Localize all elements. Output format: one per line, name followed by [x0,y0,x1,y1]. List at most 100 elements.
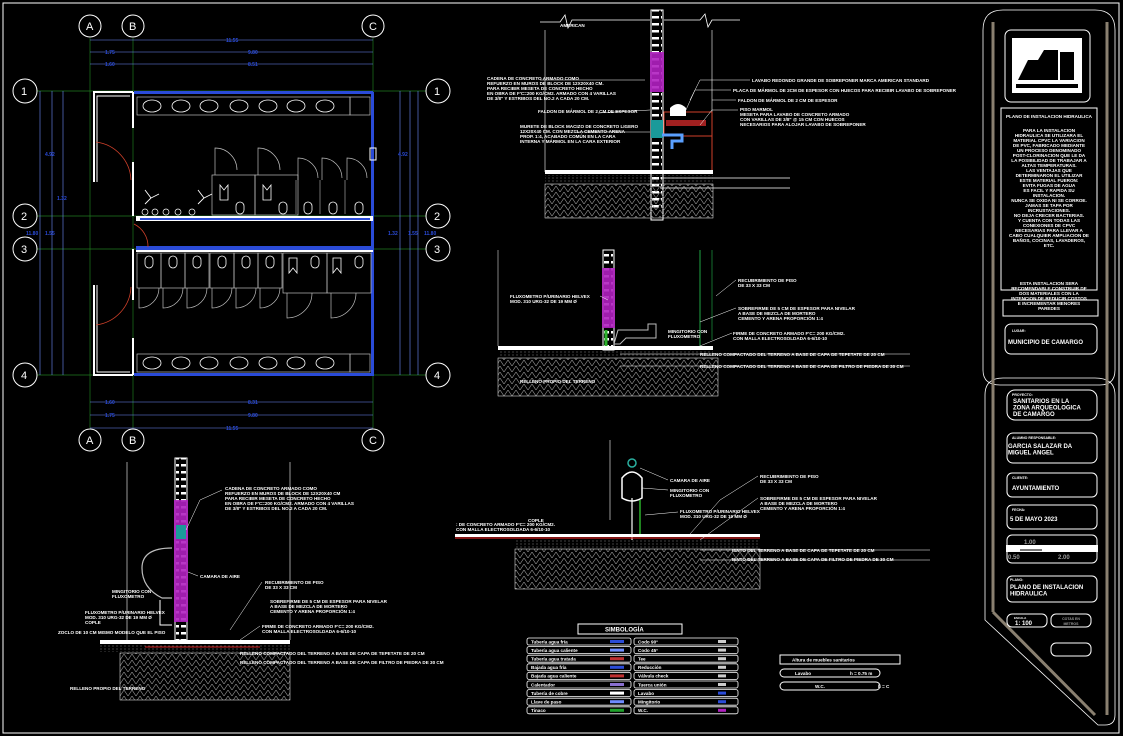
sink-icon [199,356,219,370]
note-line: FLUXOMETRO [112,594,145,599]
dim-top-bc: 9.80 [248,50,258,56]
legend-item: Mingitorio [633,697,739,706]
legend-item: Tubería agua fría [526,637,632,646]
note-relleno-tepetate: RELLENO COMPACTADO DEL TERRENO A BASE DE… [700,352,885,357]
note-line: NO DEJA CRECER BACTERIAS. [1014,213,1084,218]
note-line: SOBREFIRME DE 5 CM DE ESPESOR PARA NIVEL… [760,496,878,501]
note-line: A BASE DE MEZCLA DE MORTERO [270,604,348,609]
sink-icon [315,99,335,113]
urinal-icon [151,208,159,216]
heights-table: Altura de muebles sanitarios Lavabo h = … [779,654,901,691]
note-line: FLUXOMETRO [668,334,701,339]
label-american: AMERICAN [560,23,585,28]
dim-bottom-total: 11.55 [226,426,238,432]
note-line: RELLENO COMPACTADO DEL TERRENO A BASE DE… [240,660,444,665]
note-line: RELLENO PROPIO DEL TERRENO [520,379,596,384]
client-label: CLIENTE: [1012,476,1028,480]
legend-item: Válvula check [633,672,739,680]
legend-item: Codo 45° [633,646,739,654]
door-swing [259,287,281,309]
note-line: CABO CUALQUIER AMPLIACION DE [1009,233,1089,238]
grid-bubble-c-bottom: C [361,428,385,452]
note-line: POST-CLORINACION QUE LE DA [1013,153,1086,158]
note-line: RELLENO COMPACTADO DEL TERRENO A BASE DE… [700,364,904,369]
legend-label: Calentador [531,682,555,687]
note-line: EN OBRA DE F'C=200 KG/CM2. ARMADO CON 4 … [487,91,616,96]
date-label: FECHA: [1012,508,1025,512]
note-recubrimiento: RECUBRIMIENTO DE PISO DE 33 X 33 CM [265,580,324,590]
note-line: FIRME DE CONCRETO ARMADO F'C= 200 KG/CM2… [733,331,845,336]
note-zoclo: ZOCLO DE 10 CM MISMO MODELO QUE EL PISO [58,630,166,635]
note-line: NUNCA SE OXIDA NI SE CORROE. [1011,198,1086,203]
note-mingitorio: MINGITORIO CON FLUXOMETRO [668,329,708,339]
legend-symbol [610,691,624,695]
door-swing [286,292,313,319]
location-value: MUNICIPIO DE CAMARGO [1008,340,1083,346]
grab-bar-icon [262,183,272,201]
note-relleno-piedra: RELLENO COMPACTADO DEL TERRENO A BASE DE… [240,660,444,665]
svg-text:3: 3 [21,244,27,256]
door-swing [162,287,184,309]
note-line: EN OBRA DE F'C=200 KG/CM2. ARMADO CON 4 … [225,501,354,506]
legend-label: W.C. [638,708,648,713]
legend-symbol [610,657,624,661]
note-line: RECUBRIMIENTO DE PISO [738,278,797,283]
note-line: Y CUENTA CON TODAS LAS [1018,218,1080,223]
dim-right-total: 11.80 [424,231,436,237]
note-line: HIDRAULICA SE UTILIZARA EL [1015,133,1084,138]
legend-symbol [718,691,726,695]
toilet-icon [328,201,338,215]
grid-bubble-1-left: 1 [12,78,38,104]
note-line: CAMARA DE AIRE [200,574,240,579]
vanity-counter [136,353,351,373]
section-wc: FLUXOMETRO P/URINARIO HELVEX MOD. 310 URG… [497,249,910,397]
note-line: MIGUEL ANGEL [1008,451,1054,457]
stall [160,252,186,289]
legend-item: Tubería agua tratada [526,654,632,663]
note-line: RECUBRIMIENTO DE PISO [760,474,819,479]
note-line: E INCREMENTAR MENORES [1018,301,1080,306]
note-mingitorio: MINGITORIO CON FLUXOMETRO [670,488,710,498]
note-line: MINGITORIO CON [670,488,710,493]
section-mingitorio-left: CADENA DE CONCRETO ARMADO COMO REFUERZO E… [58,457,444,701]
note-cadena: CADENA DE CONCRETO ARMADO COMO REFUERZO E… [225,486,354,511]
legend-item: W.C. [633,706,739,715]
door-swing [257,147,281,175]
grab-bar-icon [332,257,342,275]
date-value: 5 DE MAYO 2023 [1010,517,1058,523]
grid-bubble-c-top: C [361,14,385,38]
legend-label: Llave de paso [531,700,562,705]
sink-icon [171,99,191,113]
toilet-icon [217,255,227,269]
note-line: DE 33 X 33 CM [760,479,792,484]
legend-label: Tubería agua caliente [531,648,578,653]
urinal-fixture [141,547,173,599]
units-note: COTAS EN METROS [1062,617,1080,626]
svg-text:4: 4 [434,370,440,382]
note-firme: FIRME DE CONCRETO ARMADO F'C= 200 KG/CM2… [262,624,374,634]
legend-label: Bajada agua fría [531,665,567,670]
scale-bar: 1.00 0.50 2.00 [1006,534,1098,564]
note-line: REFUERZO EN MUROS DE BLOCK DE 12X20X40 C… [487,81,604,86]
door-swing [297,157,319,180]
dim-top-inner: 1.60 [105,62,115,68]
note-line: CON MALLA ELECTROSOLDADA 6-6/10-10 [456,527,551,532]
grid-bubble-4-left: 4 [12,362,38,388]
legend-label: Tubería agua fría [531,639,568,644]
note-line: DE 3/8" Y ESTRIBOS DEL NO.2 A CADA 20 CM… [225,506,327,511]
svg-text:0.50: 0.50 [1008,555,1020,561]
legend-item: Llave de paso [526,697,632,706]
legend-item: Reducción [633,663,739,672]
grid-lines [37,38,426,428]
note-line: ZONA ARQUEOLOGICA [1013,406,1082,412]
sink-icon [142,99,162,113]
toilet-fixture [613,323,657,345]
author-label: ALUMNO RESPONSABLE: [1012,436,1056,440]
title-block-notes-footer: ESTA INSTALACION SERA RECOMENDABLE CONSTR… [1011,281,1087,311]
plumbing-fixtures [136,96,372,373]
door-swing [346,157,368,180]
dim-top-total: 11.55 [226,38,238,44]
note-line: RECUBRIMIENTO DE PISO [265,580,324,585]
dim-right-corridor: 1.55 [408,231,418,237]
note-line: METROS [1064,622,1080,626]
